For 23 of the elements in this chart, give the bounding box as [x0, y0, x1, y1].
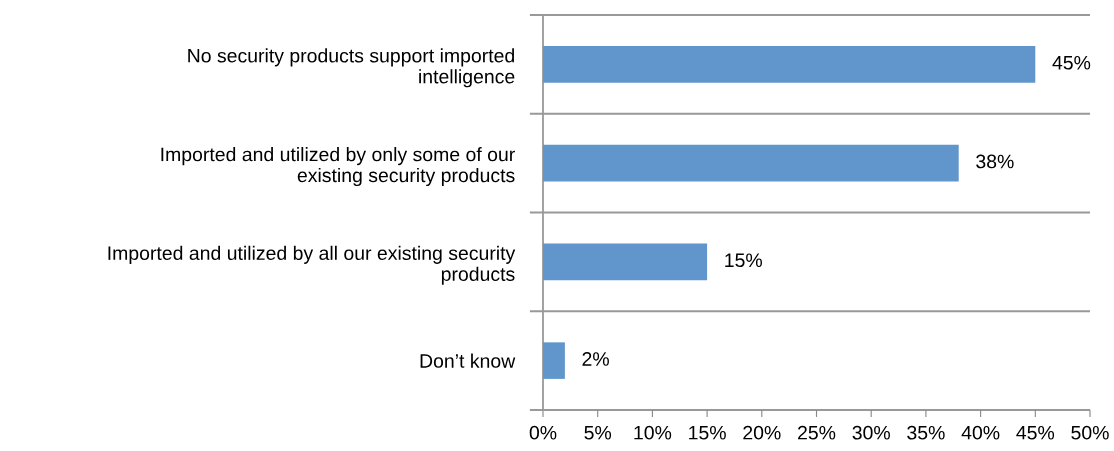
bar	[543, 342, 565, 379]
bar	[543, 144, 959, 182]
x-tick-label: 15%	[689, 425, 726, 440]
data-label: 38%	[976, 154, 1014, 169]
bar	[543, 46, 1036, 83]
x-tick-label: 50%	[1071, 425, 1109, 440]
y-tick-label: Don’t know	[420, 353, 516, 368]
x-tick-label: 40%	[961, 425, 1000, 440]
x-tick-label: 30%	[852, 425, 890, 440]
y-tick-label: Imported and utilized by only some of our existing security products	[161, 147, 515, 187]
y-tick-label: No security products support imported intelligence	[188, 48, 515, 88]
x-tick-label: 25%	[798, 425, 836, 440]
x-tick-label: 10%	[634, 425, 672, 440]
bar	[543, 243, 708, 281]
x-tick-label: 0%	[529, 425, 557, 440]
x-tick-label: 20%	[743, 425, 781, 440]
data-label: 45%	[1052, 55, 1091, 70]
x-tick-label: 45%	[1016, 425, 1055, 440]
data-label: 15%	[725, 253, 762, 268]
x-tick-label: 5%	[584, 425, 612, 440]
data-label: 2%	[582, 352, 609, 366]
y-tick-label: Imported and utilized by all our existing security products	[108, 245, 516, 285]
x-tick-label: 35%	[907, 425, 945, 440]
